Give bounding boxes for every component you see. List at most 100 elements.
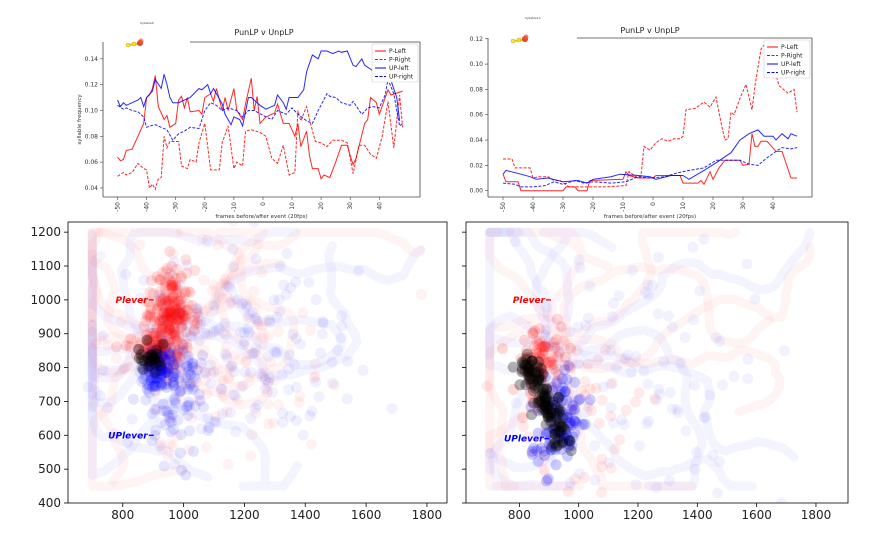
position-point <box>208 366 220 378</box>
position-point <box>146 275 157 287</box>
position-point <box>166 416 178 428</box>
position-point <box>150 295 162 307</box>
position-point <box>524 369 535 381</box>
position-point <box>549 420 561 432</box>
position-point <box>573 357 585 369</box>
position-point <box>169 329 181 341</box>
position-point <box>189 372 201 384</box>
position-point <box>549 434 561 446</box>
position-point <box>167 378 179 390</box>
position-point <box>94 390 106 402</box>
position-point <box>153 359 165 370</box>
x-tick-label: -10 <box>231 202 238 212</box>
position-point <box>519 365 531 377</box>
position-point <box>189 265 201 276</box>
position-point <box>122 436 134 448</box>
position-point <box>293 396 305 408</box>
position-point <box>566 398 578 410</box>
position-point <box>143 337 155 349</box>
position-point <box>154 360 166 372</box>
x-axis-label: frames before/after event (20fps) <box>604 214 696 220</box>
faint-trajectory <box>116 227 301 354</box>
position-point <box>164 323 176 335</box>
position-point <box>145 339 157 351</box>
position-point <box>533 375 545 387</box>
position-point <box>529 359 541 370</box>
position-point <box>182 366 194 378</box>
series-line-up-right <box>502 147 798 188</box>
position-point <box>537 402 549 414</box>
position-point <box>217 390 229 402</box>
position-point <box>97 330 109 342</box>
position-point <box>559 359 571 371</box>
position-point <box>156 443 168 455</box>
position-point <box>552 426 564 438</box>
position-point <box>561 385 572 396</box>
position-point <box>155 380 167 391</box>
position-point <box>162 362 174 374</box>
position-point <box>520 359 531 371</box>
y-tick-label: 0.08 <box>85 133 99 140</box>
position-point <box>181 309 193 321</box>
position-point <box>144 302 156 314</box>
position-point <box>174 351 186 363</box>
position-point <box>509 236 521 247</box>
position-point <box>699 411 711 423</box>
position-point <box>553 418 565 430</box>
position-point <box>143 296 154 308</box>
position-point <box>152 346 164 357</box>
position-point <box>283 349 295 361</box>
position-point <box>159 353 171 365</box>
position-point <box>551 427 563 439</box>
position-point <box>524 361 536 373</box>
position-point <box>169 322 181 334</box>
position-point <box>605 378 617 390</box>
position-point <box>111 341 122 353</box>
position-point <box>553 346 565 358</box>
faint-trajectory <box>165 241 362 381</box>
position-point <box>167 403 179 415</box>
position-point <box>143 360 155 372</box>
position-point <box>532 361 543 373</box>
position-point <box>182 286 194 297</box>
faint-trajectory <box>573 242 815 374</box>
position-point <box>156 363 168 375</box>
position-point <box>232 294 244 306</box>
position-point <box>240 355 252 367</box>
position-point <box>714 336 726 347</box>
position-point <box>336 310 348 322</box>
position-point <box>557 421 569 433</box>
position-point <box>541 427 553 439</box>
position-point <box>310 376 322 388</box>
position-point <box>526 445 538 457</box>
position-point <box>153 290 165 301</box>
position-point <box>170 273 182 285</box>
position-point <box>138 355 150 367</box>
inset-label: Syllable10 <box>525 16 541 20</box>
position-point <box>154 365 166 376</box>
x-tick-label: 1200 <box>623 508 654 522</box>
position-point <box>155 315 167 327</box>
position-point <box>140 370 152 382</box>
position-point <box>162 295 174 307</box>
position-point <box>248 222 260 228</box>
position-point <box>206 285 218 297</box>
x-tick-label: 1400 <box>290 508 321 522</box>
position-point <box>140 348 152 360</box>
position-point <box>519 334 531 346</box>
position-point <box>546 441 557 453</box>
position-point <box>140 394 152 406</box>
position-point <box>174 312 186 324</box>
position-point <box>90 338 102 350</box>
position-point <box>166 342 178 354</box>
position-point <box>633 387 645 399</box>
faint-trajectory <box>535 324 697 491</box>
x-tick-label: 1400 <box>682 508 713 522</box>
legend-box <box>371 43 419 83</box>
faint-trajectory <box>546 334 785 417</box>
position-point <box>181 361 193 373</box>
position-point <box>160 326 172 338</box>
position-point <box>240 356 252 368</box>
position-point <box>166 355 178 367</box>
position-point <box>694 285 706 297</box>
